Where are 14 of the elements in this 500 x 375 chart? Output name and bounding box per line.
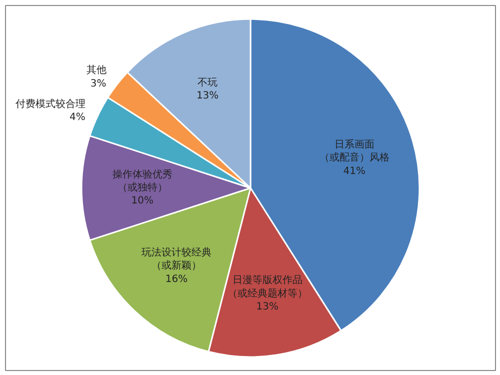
slice-label: 不玩 xyxy=(198,78,218,89)
slice-label: 其他 xyxy=(86,64,106,76)
data-label: 13% xyxy=(256,302,279,313)
data-label: 16% xyxy=(165,274,188,285)
data-label: 10% xyxy=(131,196,154,207)
data-label: 3% xyxy=(90,78,106,90)
slice-label: 玩法设计较经典（或新颖） xyxy=(141,246,212,272)
slice-label: 日系画面（或配音）风格 xyxy=(319,138,390,164)
slice-label: 日漫等版权作品（或经典题材等） xyxy=(227,274,308,300)
data-label: 4% xyxy=(70,112,86,124)
slice-label: 付费模式较合理 xyxy=(15,98,86,110)
data-label: 41% xyxy=(343,166,366,177)
data-label: 13% xyxy=(196,90,219,102)
slice-label: 操作体验优秀（或独特） xyxy=(112,168,172,194)
